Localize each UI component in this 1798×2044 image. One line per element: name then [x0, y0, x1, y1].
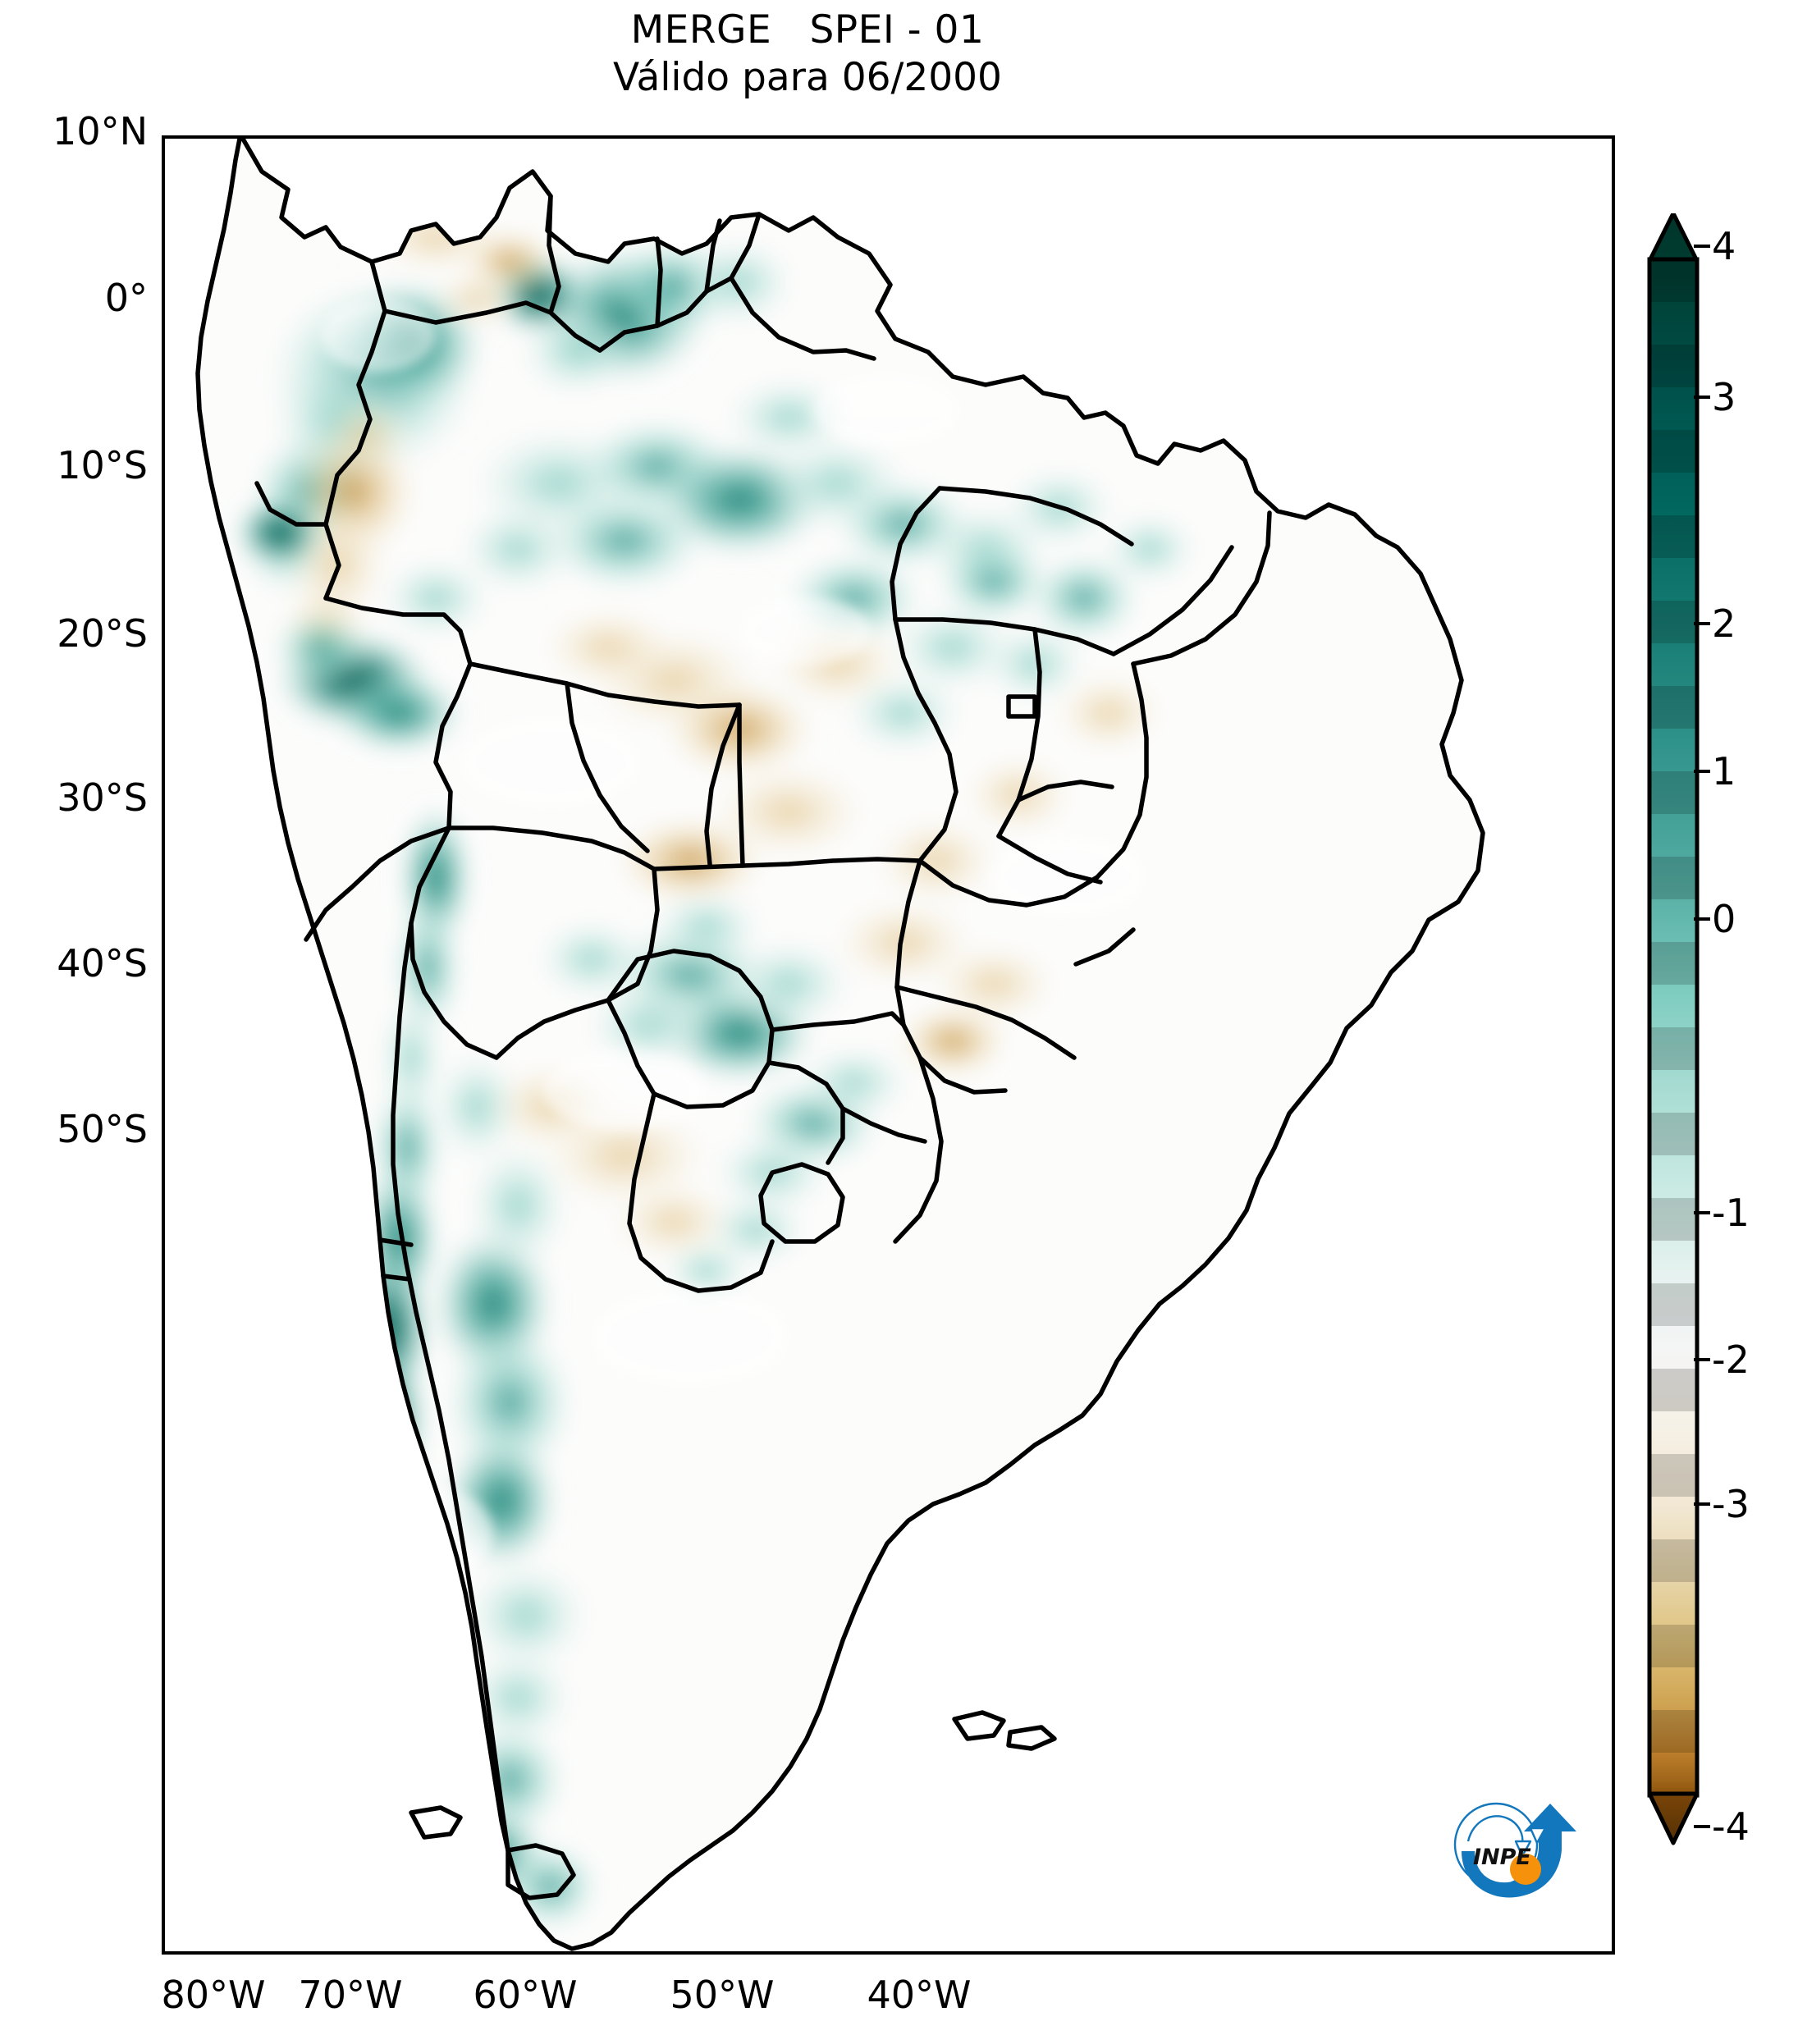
inpe-logo-svg: INPE [1453, 1802, 1576, 1898]
colorbar-tickmark-m2 [1694, 1358, 1710, 1361]
spei-data-field [198, 139, 1483, 1949]
colorbar-tickmark-4 [1694, 245, 1710, 248]
colorbar-label-1: 1 [1712, 749, 1736, 793]
colorbar-label-4: 4 [1712, 224, 1736, 268]
xtick-80W: 80°W [161, 1973, 266, 2017]
logo-orange-dot [1510, 1854, 1541, 1885]
page-title: MERGE SPEI - 01 [630, 7, 985, 53]
colorbar-tickmark-0 [1694, 917, 1710, 921]
colorbar[interactable]: 4 3 2 1 0 -1 -2 -3 -4 [1647, 213, 1750, 1849]
colorbar-tickmark-m4 [1694, 1825, 1710, 1828]
colorbar-label-m2: -2 [1712, 1338, 1750, 1382]
colorbar-label-0: 0 [1712, 897, 1736, 941]
map-plot-area[interactable] [162, 135, 1615, 1955]
logo-wordmark: INPE [1473, 1845, 1531, 1870]
ytick-40S: 40°S [57, 941, 148, 985]
colorbar-tickmark-m3 [1694, 1502, 1710, 1506]
colorbar-label-m3: -3 [1712, 1482, 1750, 1526]
ytick-10S: 10°S [57, 443, 148, 487]
colorbar-label-2: 2 [1712, 601, 1736, 646]
colorbar-label-3: 3 [1712, 375, 1736, 419]
xtick-60W: 60°W [473, 1973, 578, 2017]
spei-map [195, 139, 1485, 1951]
page-subtitle: Válido para 06/2000 [613, 55, 1002, 100]
colorbar-tickmark-m1 [1694, 1211, 1710, 1214]
colorbar-gradient [1647, 213, 1700, 1845]
title-block: MERGE SPEI - 01 Válido para 06/2000 [0, 7, 1615, 102]
xtick-50W: 50°W [670, 1973, 775, 2017]
colorbar-tickmark-1 [1694, 770, 1710, 773]
ytick-10N: 10°N [53, 109, 148, 153]
ytick-0: 0° [104, 276, 148, 320]
ytick-30S: 30°S [57, 775, 148, 820]
xtick-70W: 70°W [298, 1973, 403, 2017]
logo-swoosh [1462, 1804, 1576, 1898]
colorbar-tickmark-3 [1694, 396, 1710, 399]
colorbar-label-m1: -1 [1712, 1191, 1750, 1235]
country-borders [195, 139, 1485, 1951]
colorbar-label-m4: -4 [1712, 1804, 1750, 1849]
ytick-20S: 20°S [57, 611, 148, 656]
inpe-logo: INPE [1440, 1790, 1585, 1914]
colorbar-tickmark-2 [1694, 622, 1710, 625]
xtick-40W: 40°W [867, 1973, 972, 2017]
ytick-50S: 50°S [57, 1107, 148, 1151]
